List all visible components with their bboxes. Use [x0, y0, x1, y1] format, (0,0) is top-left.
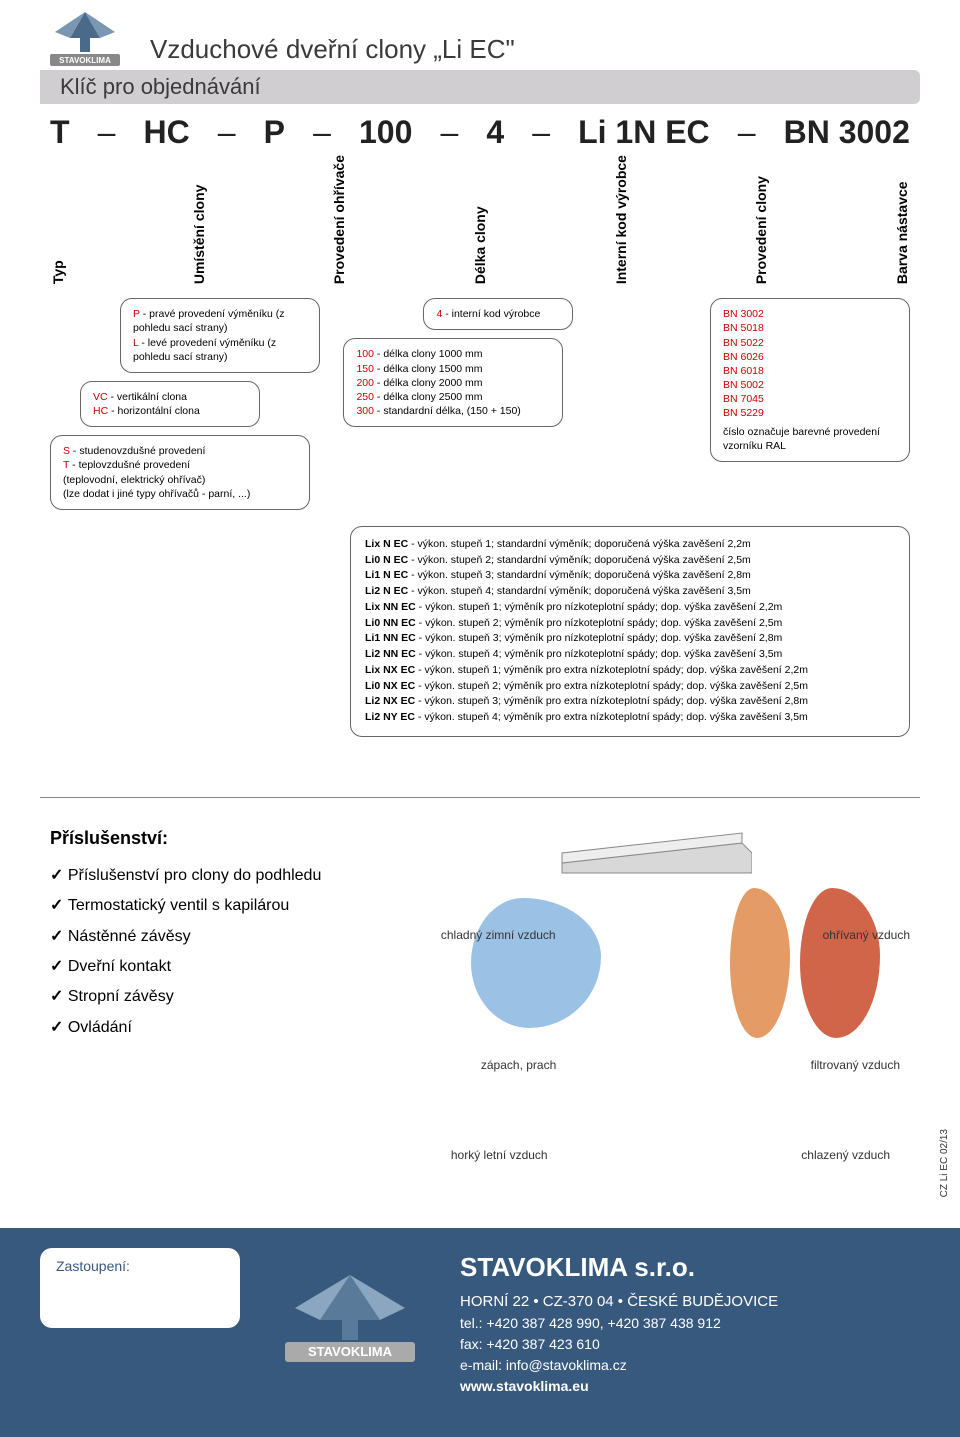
- box-barva: BN 3002BN 5018BN 5022BN 6026BN 6018BN 50…: [710, 298, 910, 462]
- label-cold: chladný zimní vzduch: [441, 928, 556, 942]
- company-email: e-mail: info@stavoklima.cz: [460, 1355, 778, 1376]
- header: STAVOKLIMA Vzduchové dveřní clony „Li EC…: [0, 0, 960, 70]
- page-title: Vzduchové dveřní clony „Li EC": [150, 34, 515, 70]
- blob-cold: [471, 898, 601, 1028]
- vlabel-delka: Délka clony: [472, 151, 488, 288]
- umisteni-text: VC - vertikální clonaHC - horizontální c…: [93, 390, 247, 418]
- code-sep: –: [98, 114, 116, 151]
- brand-text: STAVOKLIMA: [59, 56, 111, 65]
- divider: [40, 797, 920, 798]
- vlabel-barva: Barva nástavce: [894, 151, 910, 288]
- barva-note: číslo označuje barevné provedení vzorník…: [723, 425, 897, 453]
- air-unit-icon: [552, 828, 752, 878]
- code-part-interni: 4: [486, 114, 504, 151]
- subtitle: Klíč pro objednávání: [40, 70, 920, 104]
- company-fax: fax: +420 387 423 610: [460, 1334, 778, 1355]
- code-part-delka: 100: [359, 114, 412, 151]
- vlabel-umisteni: Umístění clony: [191, 151, 207, 288]
- box-typ: S - studenovzdušné provedeníT - teplovzd…: [50, 435, 310, 510]
- accessories-list: Příslušenství pro clony do podhleduTermo…: [50, 861, 411, 1043]
- box-variants: Lix N EC - výkon. stupeň 1; standardní v…: [350, 526, 910, 737]
- box-ohrivac: P - pravé provedení výměníku (z pohledu …: [120, 298, 320, 373]
- label-heated: ohřívaný vzduch: [823, 928, 910, 942]
- typ-text: S - studenovzdušné provedeníT - teplovzd…: [63, 444, 297, 501]
- t: - pravé provedení výměníku (z pohledu sa…: [133, 308, 285, 334]
- footer-rep-box: Zastoupení:: [40, 1248, 240, 1328]
- vlabel-typ: Typ: [50, 151, 66, 288]
- code-sep: –: [440, 114, 458, 151]
- description-area: P - pravé provedení výměníku (z pohledu …: [0, 288, 960, 757]
- footer-contact: STAVOKLIMA s.r.o. HORNÍ 22 • CZ-370 04 •…: [460, 1248, 778, 1398]
- code-part-umisteni: HC: [144, 114, 190, 151]
- label-smell: zápach, prach: [481, 1058, 556, 1072]
- code-sep: –: [218, 114, 236, 151]
- company-tel: tel.: +420 387 428 990, +420 387 438 912: [460, 1313, 778, 1334]
- code-sep: –: [738, 114, 756, 151]
- acc-item: Stropní závěsy: [50, 982, 411, 1012]
- company-web: www.stavoklima.eu: [460, 1376, 778, 1397]
- vlabel-clona: Provedení clony: [753, 151, 769, 288]
- vlabel-interni: Interní kod výrobce: [613, 151, 629, 288]
- svg-text:STAVOKLIMA: STAVOKLIMA: [308, 1344, 393, 1359]
- code-part-typ: T: [50, 114, 70, 151]
- accessories-title: Příslušenství:: [50, 828, 411, 849]
- page: STAVOKLIMA Vzduchové dveřní clony „Li EC…: [0, 0, 960, 1437]
- barva-list: BN 3002BN 5018BN 5022BN 6026BN 6018BN 50…: [723, 307, 897, 420]
- label-filtered: filtrovaný vzduch: [811, 1058, 900, 1072]
- blob-heated-l: [730, 888, 790, 1038]
- vertical-labels-row: Typ Umístění clony Provedení ohřívače Dé…: [0, 151, 960, 288]
- rep-label: Zastoupení:: [56, 1258, 130, 1274]
- company-addr: HORNÍ 22 • CZ-370 04 • ČESKÉ BUDĚJOVICE: [460, 1291, 778, 1314]
- vlabel-ohrivac: Provedení ohřívače: [331, 151, 347, 288]
- code-part-barva: BN 3002: [784, 114, 910, 151]
- box-umisteni: VC - vertikální clonaHC - horizontální c…: [80, 381, 260, 427]
- code-sep: –: [532, 114, 550, 151]
- brand-logo: STAVOKLIMA: [40, 10, 130, 70]
- label-cooled: chlazený vzduch: [801, 1148, 890, 1162]
- code-part-clona: Li 1N EC: [578, 114, 710, 151]
- side-code: CZ Li EC 02/13: [939, 1129, 950, 1197]
- code-part-ohrivac: P: [264, 114, 285, 151]
- company-name: STAVOKLIMA s.r.o.: [460, 1248, 778, 1287]
- order-code-row: T – HC – P – 100 – 4 – Li 1N EC – BN 300…: [0, 104, 960, 151]
- acc-item: Ovládání: [50, 1013, 411, 1043]
- acc-item: Nástěnné závěsy: [50, 922, 411, 952]
- acc-item: Příslušenství pro clony do podhledu: [50, 861, 411, 891]
- label-hot: horký letní vzduch: [451, 1148, 548, 1162]
- box-delka: 100 - délka clony 1000 mm150 - délka clo…: [343, 338, 563, 427]
- blob-heated-r: [800, 888, 880, 1038]
- acc-item: Dveřní kontakt: [50, 952, 411, 982]
- accessories-section: Příslušenství: Příslušenství pro clony d…: [0, 828, 960, 1228]
- t: - interní kod výrobce: [442, 308, 540, 320]
- code-sep: –: [313, 114, 331, 151]
- t: - levé provedení výměníku (z pohledu sac…: [133, 337, 276, 363]
- acc-item: Termostatický ventil s kapilárou: [50, 891, 411, 921]
- footer-logo: STAVOKLIMA: [270, 1270, 430, 1375]
- box-interni: 4 - interní kod výrobce: [423, 298, 573, 330]
- r: P: [133, 308, 140, 320]
- airflow-diagram: chladný zimní vzduch ohřívaný vzduch záp…: [441, 828, 910, 1188]
- footer: Zastoupení: STAVOKLIMA STAVOKLIMA s.r.o.…: [0, 1228, 960, 1437]
